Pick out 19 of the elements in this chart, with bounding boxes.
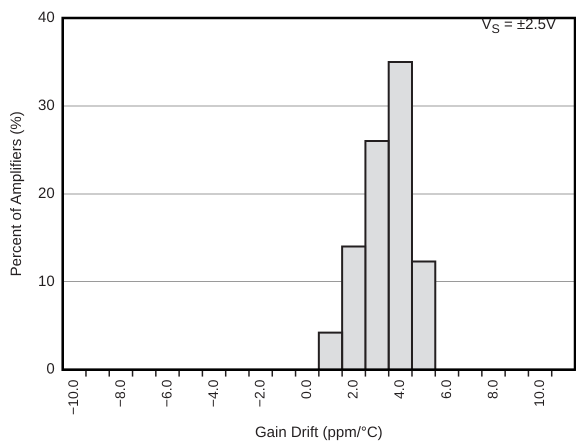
y-tick-label: 10 xyxy=(38,272,55,290)
y-tick-label: 40 xyxy=(38,9,55,26)
x-tick-label: 2.0 xyxy=(344,379,361,400)
x-tick-label: 4.0 xyxy=(391,379,408,400)
x-tick-label: 8.0 xyxy=(484,379,500,400)
x-tick-label: −8.0 xyxy=(112,379,128,408)
annotation: V$_{S}$ = ±2.5V xyxy=(481,16,556,36)
y-axis-title: Percent of Amplifiers (%) xyxy=(8,111,26,276)
x-tick-label: −10.0 xyxy=(65,379,82,416)
y-tick-label: 30 xyxy=(38,97,55,114)
x-axis-title: Gain Drift (ppm/°C) xyxy=(255,424,383,442)
x-tick-label: 10.0 xyxy=(530,379,547,407)
y-tick-label: 20 xyxy=(38,184,55,202)
y-tick-label: 0 xyxy=(46,360,55,378)
x-tick-label: −4.0 xyxy=(204,379,221,408)
x-tick-label: −2.0 xyxy=(251,379,268,408)
x-tick-label: 0.0 xyxy=(298,379,314,400)
x-tick-label: −6.0 xyxy=(158,379,174,408)
x-tick-label: 6.0 xyxy=(438,379,454,400)
